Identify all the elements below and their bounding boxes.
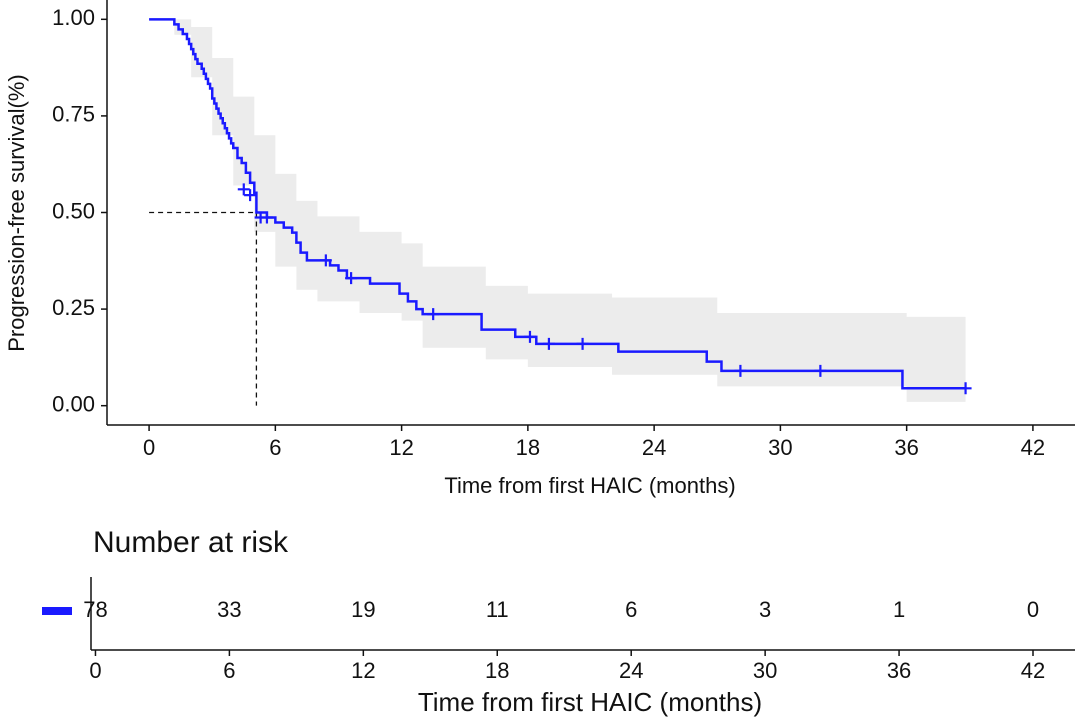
censor-mark bbox=[244, 189, 257, 202]
x-tick-label: 18 bbox=[516, 435, 540, 460]
risk-x-tick-label: 6 bbox=[223, 658, 235, 683]
x-tick-label: 36 bbox=[894, 435, 918, 460]
x-tick-label: 0 bbox=[143, 435, 155, 460]
risk-count: 0 bbox=[1027, 597, 1039, 622]
risk-count: 11 bbox=[486, 597, 509, 622]
y-tick-label: 0.25 bbox=[52, 295, 95, 320]
censor-mark bbox=[345, 272, 358, 285]
survival-curve bbox=[149, 18, 966, 390]
x-tick-label: 6 bbox=[269, 435, 281, 460]
censor-mark bbox=[959, 382, 972, 395]
censor-mark bbox=[734, 364, 747, 377]
censor-mark bbox=[237, 183, 250, 196]
risk-x-tick-label: 18 bbox=[485, 658, 509, 683]
censor-mark bbox=[814, 364, 827, 377]
risk-title: Number at risk bbox=[93, 526, 289, 559]
risk-count: 1 bbox=[893, 597, 905, 622]
y-tick-label: 0.50 bbox=[52, 198, 95, 223]
risk-x-tick-label: 36 bbox=[887, 658, 911, 683]
risk-x-tick-label: 42 bbox=[1021, 658, 1045, 683]
censor-mark bbox=[427, 308, 440, 321]
y-tick-label: 0.00 bbox=[52, 391, 95, 416]
censor-mark bbox=[576, 337, 589, 350]
risk-count: 78 bbox=[83, 597, 107, 622]
censor-mark bbox=[523, 330, 536, 343]
risk-count: 6 bbox=[625, 597, 637, 622]
x-tick-label: 42 bbox=[1021, 435, 1045, 460]
risk-count: 3 bbox=[759, 597, 771, 622]
risk-x-axis-title: Time from first HAIC (months) bbox=[418, 687, 762, 717]
y-tick-label: 0.75 bbox=[52, 102, 95, 127]
risk-x-tick-label: 30 bbox=[753, 658, 777, 683]
x-tick-label: 30 bbox=[768, 435, 792, 460]
y-axis-title: Progression-free survival(%) bbox=[4, 74, 29, 352]
censor-mark bbox=[260, 211, 273, 224]
risk-x-tick-label: 12 bbox=[351, 658, 375, 683]
x-axis-title: Time from first HAIC (months) bbox=[444, 473, 735, 498]
risk-legend-key bbox=[42, 607, 72, 615]
risk-x-tick-label: 0 bbox=[89, 658, 101, 683]
risk-count: 19 bbox=[351, 597, 375, 622]
x-tick-label: 12 bbox=[389, 435, 413, 460]
x-tick-label: 24 bbox=[642, 435, 666, 460]
risk-count: 33 bbox=[217, 597, 241, 622]
censor-mark bbox=[542, 337, 555, 350]
confidence-band bbox=[149, 19, 966, 402]
y-tick-label: 1.00 bbox=[52, 5, 95, 30]
risk-x-tick-label: 24 bbox=[619, 658, 643, 683]
censor-mark bbox=[319, 254, 332, 267]
